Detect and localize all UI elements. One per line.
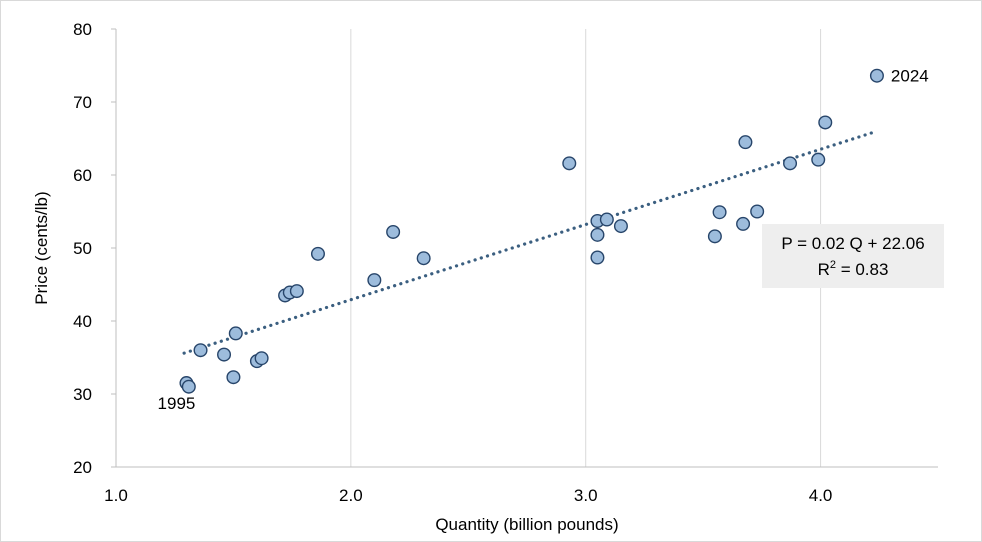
data-point (613, 219, 628, 234)
annotation-start-year: 1995 (158, 394, 196, 413)
y-tick-label: 40 (73, 312, 92, 331)
y-axis-title: Price (cents/lb) (32, 191, 51, 304)
r-squared-superscript: 2 (830, 259, 836, 271)
x-tick-label: 4.0 (809, 486, 833, 505)
data-point (386, 224, 401, 239)
data-point (367, 273, 382, 288)
data-point (736, 216, 751, 231)
data-point (818, 115, 833, 130)
y-tick-label: 20 (73, 458, 92, 477)
data-point (783, 156, 798, 171)
data-point (590, 250, 605, 265)
data-point (750, 204, 765, 219)
data-point (181, 379, 196, 394)
data-point (590, 227, 605, 242)
r-squared-line: R2 = 0.83 (818, 259, 889, 279)
data-point (193, 343, 208, 358)
annotations: 1995 2024 (158, 67, 929, 413)
trendline (182, 129, 879, 355)
data-point (310, 246, 325, 261)
equation-box-background (762, 224, 944, 288)
data-point (226, 370, 241, 385)
x-axis-title: Quantity (billion pounds) (435, 515, 618, 534)
y-tick-label: 60 (73, 166, 92, 185)
data-point (712, 205, 727, 220)
equation-box: P = 0.02 Q + 22.06 R2 = 0.83 (762, 224, 944, 288)
data-point (254, 351, 269, 366)
r-squared-prefix: R (818, 260, 830, 279)
data-point (416, 251, 431, 266)
data-point (228, 326, 243, 341)
r-squared-value: = 0.83 (836, 260, 888, 279)
data-point (599, 212, 614, 227)
y-tick-label: 50 (73, 239, 92, 258)
annotation-end-year: 2024 (891, 67, 929, 86)
y-tick-label: 30 (73, 385, 92, 404)
data-point (217, 347, 232, 362)
data-point (289, 284, 304, 299)
data-point (707, 229, 722, 244)
x-tick-label: 2.0 (339, 486, 363, 505)
x-tick-label: 3.0 (574, 486, 598, 505)
x-tick-label: 1.0 (104, 486, 128, 505)
data-point (562, 156, 577, 171)
data-point (869, 68, 884, 83)
y-tick-label: 80 (73, 20, 92, 39)
trendline-group (182, 129, 879, 355)
data-point (811, 152, 826, 167)
equation-line: P = 0.02 Q + 22.06 (781, 234, 924, 253)
tick-labels: 20 30 40 50 60 70 80 1.0 2.0 3.0 4.0 (73, 20, 832, 505)
axes (111, 28, 938, 468)
data-point (738, 135, 753, 150)
data-points (179, 68, 884, 394)
y-tick-label: 70 (73, 93, 92, 112)
